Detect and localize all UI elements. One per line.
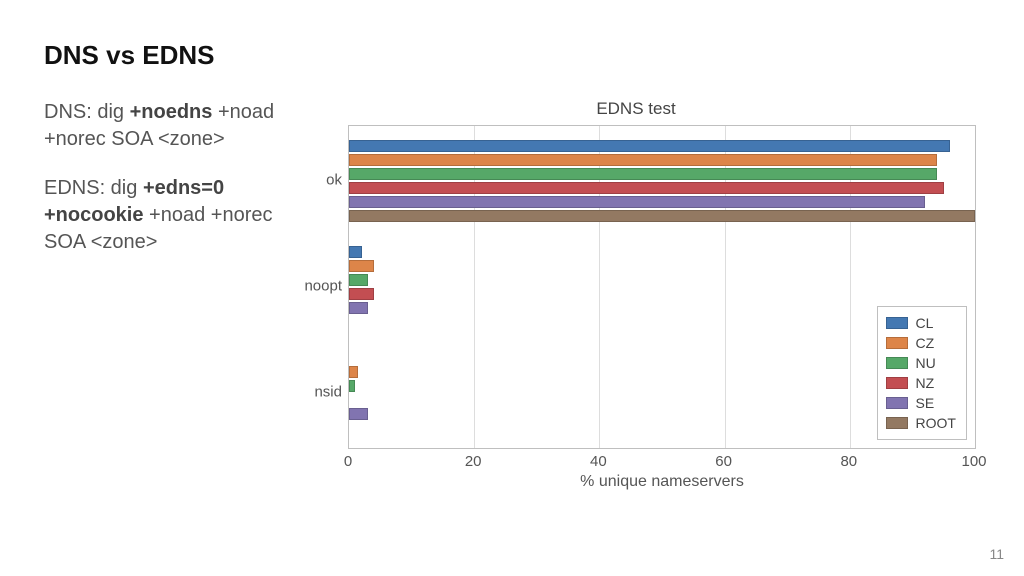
bar [349, 260, 374, 272]
bar [349, 140, 950, 152]
x-axis-label: % unique nameservers [348, 473, 976, 491]
bar [349, 210, 975, 222]
x-tick-label: 0 [344, 453, 352, 470]
page-number: 11 [989, 546, 1004, 562]
bar [349, 274, 368, 286]
legend-item: CL [886, 313, 956, 333]
bar [349, 154, 937, 166]
legend-item: ROOT [886, 413, 956, 433]
x-tick-label: 100 [961, 453, 986, 470]
bar [349, 288, 374, 300]
legend-label: CL [916, 313, 934, 333]
dns-bold: +noedns [130, 101, 213, 123]
legend-label: SE [916, 393, 935, 413]
legend-label: NZ [916, 373, 935, 393]
legend-item: NZ [886, 373, 956, 393]
x-tick-label: 60 [715, 453, 732, 470]
y-tick-label: nsid [314, 384, 342, 401]
legend-swatch [886, 337, 908, 349]
legend-item: CZ [886, 333, 956, 353]
bar [349, 246, 362, 258]
legend-label: CZ [916, 333, 935, 353]
legend-swatch [886, 417, 908, 429]
edns-pre: EDNS: dig [44, 177, 143, 199]
bar [349, 366, 358, 378]
bar [349, 380, 355, 392]
legend: CLCZNUNZSEROOT [877, 306, 967, 440]
legend-swatch [886, 377, 908, 389]
legend-swatch [886, 357, 908, 369]
legend-swatch [886, 317, 908, 329]
legend-label: ROOT [916, 413, 956, 433]
bar [349, 408, 368, 420]
x-tick-label: 40 [590, 453, 607, 470]
y-tick-label: ok [326, 172, 342, 189]
legend-label: NU [916, 353, 936, 373]
page-title: DNS vs EDNS [44, 40, 980, 71]
bar [349, 182, 944, 194]
bar [349, 302, 368, 314]
legend-swatch [886, 397, 908, 409]
bar [349, 168, 937, 180]
x-tick-label: 20 [465, 453, 482, 470]
bar [349, 196, 925, 208]
edns-chart: EDNS test CLCZNUNZSEROOT % unique namese… [292, 99, 980, 483]
description-text: DNS: dig +noedns +noad +norec SOA <zone>… [44, 99, 292, 483]
chart-title: EDNS test [292, 99, 980, 119]
dns-pre: DNS: dig [44, 101, 130, 123]
y-tick-label: noopt [304, 278, 342, 295]
legend-item: NU [886, 353, 956, 373]
x-tick-label: 80 [840, 453, 857, 470]
legend-item: SE [886, 393, 956, 413]
